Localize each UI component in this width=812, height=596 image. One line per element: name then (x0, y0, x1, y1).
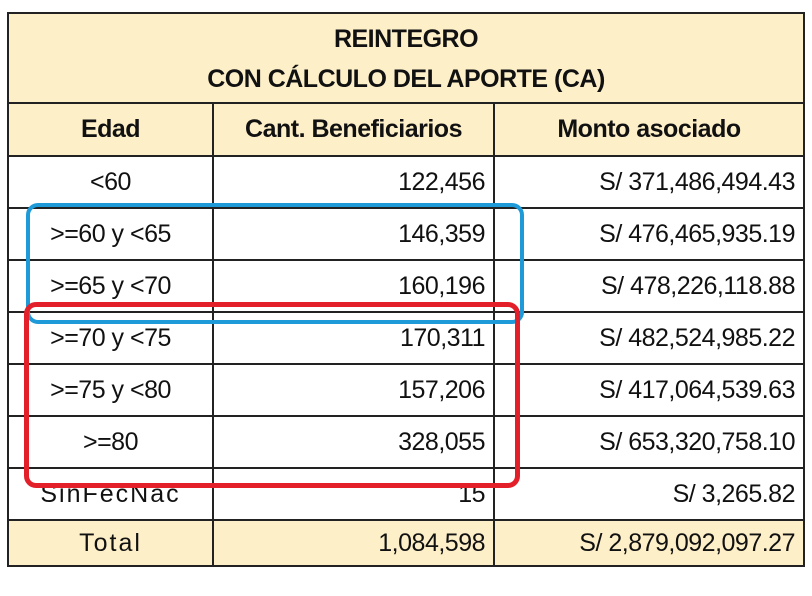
cell-edad: >=60 y <65 (7, 207, 214, 261)
cell-cant: 15 (212, 467, 495, 521)
total-cant: 1,084,598 (212, 519, 495, 567)
cell-monto: S/ 3,265.82 (493, 467, 805, 521)
table-row: >=75 y <80 157,206 S/ 417,064,539.63 (7, 363, 805, 417)
cell-cant: 170,311 (212, 311, 495, 365)
total-monto: S/ 2,879,092,097.27 (493, 519, 805, 567)
title-line-1: REINTEGRO (333, 25, 479, 53)
table-title: REINTEGRO CON CÁLCULO DEL APORTE (CA) (7, 12, 805, 104)
cell-monto: S/ 371,486,494.43 (493, 155, 805, 209)
table-row: >=60 y <65 146,359 S/ 476,465,935.19 (7, 207, 805, 261)
cell-monto: S/ 482,524,985.22 (493, 311, 805, 365)
cell-cant: 146,359 (212, 207, 495, 261)
cell-monto: S/ 478,226,118.88 (493, 259, 805, 313)
cell-edad: SinFecNac (7, 467, 214, 521)
cell-cant: 328,055 (212, 415, 495, 469)
cell-monto: S/ 476,465,935.19 (493, 207, 805, 261)
table-row: >=80 328,055 S/ 653,320,758.10 (7, 415, 805, 469)
table-row: >=70 y <75 170,311 S/ 482,524,985.22 (7, 311, 805, 365)
total-label: Total (7, 519, 214, 567)
table-row: <60 122,456 S/ 371,486,494.43 (7, 155, 805, 209)
header-edad: Edad (7, 102, 214, 157)
header-cant-beneficiarios: Cant. Beneficiarios (212, 102, 495, 157)
cell-edad: >=70 y <75 (7, 311, 214, 365)
cell-edad: <60 (7, 155, 214, 209)
header-monto-asociado: Monto asociado (493, 102, 805, 157)
reintegro-table: REINTEGRO CON CÁLCULO DEL APORTE (CA) Ed… (7, 12, 805, 567)
cell-cant: 160,196 (212, 259, 495, 313)
header-row: Edad Cant. Beneficiarios Monto asociado (7, 102, 805, 157)
table-row: >=65 y <70 160,196 S/ 478,226,118.88 (7, 259, 805, 313)
title-line-2: CON CÁLCULO DEL APORTE (CA) (207, 65, 605, 93)
cell-monto: S/ 653,320,758.10 (493, 415, 805, 469)
cell-edad: >=75 y <80 (7, 363, 214, 417)
cell-edad: >=80 (7, 415, 214, 469)
cell-cant: 122,456 (212, 155, 495, 209)
table-row: SinFecNac 15 S/ 3,265.82 (7, 467, 805, 521)
total-row: Total 1,084,598 S/ 2,879,092,097.27 (7, 519, 805, 567)
cell-cant: 157,206 (212, 363, 495, 417)
cell-monto: S/ 417,064,539.63 (493, 363, 805, 417)
cell-edad: >=65 y <70 (7, 259, 214, 313)
